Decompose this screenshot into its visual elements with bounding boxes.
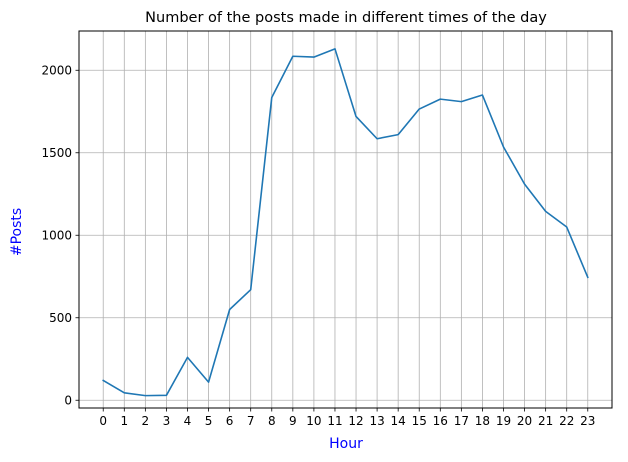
- x-tick-label: 9: [289, 414, 297, 428]
- x-tick-label: 16: [433, 414, 448, 428]
- x-tick-label: 15: [412, 414, 427, 428]
- x-tick-label: 8: [268, 414, 276, 428]
- series-group: [102, 48, 589, 397]
- x-tick-label: 1: [120, 414, 128, 428]
- x-tick-label: 0: [99, 414, 107, 428]
- y-tick-label: 500: [49, 311, 72, 325]
- x-tick-label: 20: [517, 414, 532, 428]
- x-ticks: 0 1 2 3 4 5 6 7 8 9 10 11 12 13 14 15 16 17 18 19 20 21 22 23: [99, 408, 595, 428]
- x-tick-label: 3: [163, 414, 171, 428]
- x-tick-label: 10: [306, 414, 321, 428]
- y-tick-label: 1500: [41, 146, 72, 160]
- series-line: [102, 48, 589, 397]
- chart-title: Number of the posts made in different ti…: [145, 10, 547, 26]
- x-axis-label: Hour: [329, 436, 363, 452]
- y-tick-label: 2000: [41, 64, 72, 78]
- grid-lines: [79, 31, 612, 408]
- x-tick-label: 19: [496, 414, 511, 428]
- y-tick-label: 0: [64, 394, 72, 408]
- x-tick-label: 18: [475, 414, 490, 428]
- x-tick-label: 13: [369, 414, 384, 428]
- y-axis-label: #Posts: [9, 208, 25, 256]
- x-tick-label: 21: [538, 414, 553, 428]
- y-ticks: 0 500 1000 1500 2000: [41, 64, 79, 408]
- x-tick-label: 7: [247, 414, 255, 428]
- x-tick-label: 23: [580, 414, 595, 428]
- x-tick-label: 6: [226, 414, 234, 428]
- x-tick-label: 22: [559, 414, 574, 428]
- x-tick-label: 5: [205, 414, 213, 428]
- x-tick-label: 11: [327, 414, 342, 428]
- x-tick-label: 4: [184, 414, 192, 428]
- x-tick-label: 12: [348, 414, 363, 428]
- x-tick-label: 2: [142, 414, 150, 428]
- x-tick-label: 17: [454, 414, 469, 428]
- plot-frame: [78, 30, 613, 409]
- y-tick-label: 1000: [41, 229, 72, 243]
- x-tick-label: 14: [391, 414, 406, 428]
